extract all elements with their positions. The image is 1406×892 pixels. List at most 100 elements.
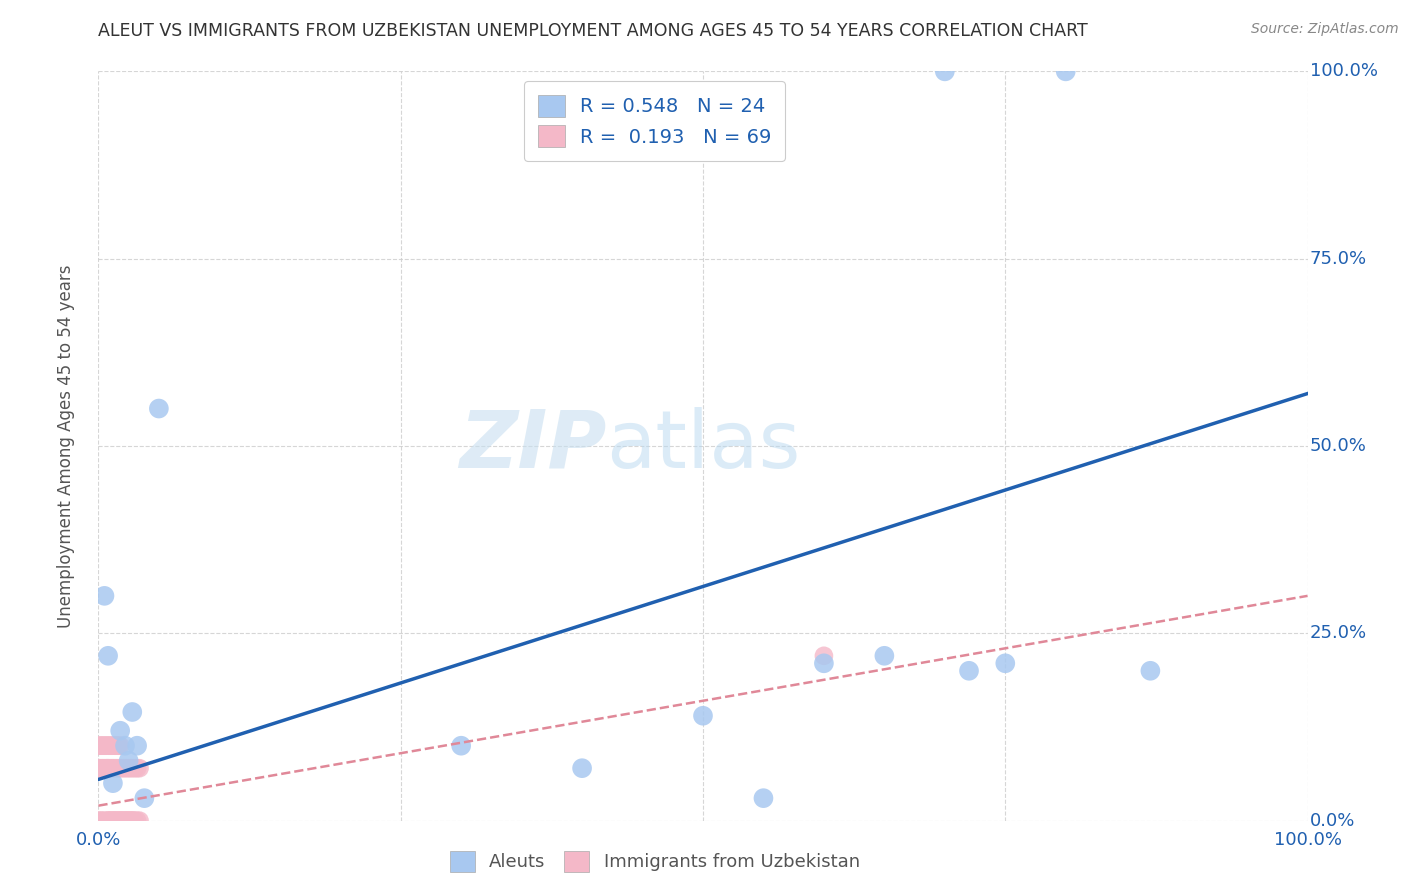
Point — [100, 739, 122, 753]
Point — [97, 761, 120, 775]
Text: 50.0%: 50.0% — [1310, 437, 1367, 455]
Point — [117, 814, 139, 828]
Point — [128, 814, 150, 828]
Point — [91, 814, 114, 828]
Point — [98, 814, 121, 828]
Point — [96, 739, 118, 753]
Point — [101, 739, 124, 753]
Point — [100, 814, 122, 828]
Point — [96, 814, 118, 828]
Point — [127, 739, 149, 753]
Point — [91, 739, 114, 753]
Point — [122, 814, 145, 828]
Point — [118, 814, 141, 828]
Point — [93, 589, 115, 603]
Text: 75.0%: 75.0% — [1310, 250, 1367, 268]
Point — [692, 708, 714, 723]
Point — [104, 761, 127, 775]
Point — [571, 761, 593, 775]
Point — [97, 739, 120, 753]
Point — [148, 401, 170, 416]
Point — [98, 739, 121, 753]
Point — [108, 814, 131, 828]
Text: Source: ZipAtlas.com: Source: ZipAtlas.com — [1251, 22, 1399, 37]
Point — [114, 739, 136, 753]
Point — [90, 814, 112, 828]
Point — [934, 64, 956, 78]
Point — [121, 761, 143, 775]
Point — [117, 761, 139, 775]
Point — [994, 657, 1017, 671]
Text: 25.0%: 25.0% — [1310, 624, 1367, 642]
Point — [91, 761, 114, 775]
Point — [127, 814, 149, 828]
Point — [1054, 64, 1077, 78]
Point — [873, 648, 896, 663]
Point — [110, 814, 132, 828]
Point — [107, 814, 129, 828]
Text: ZIP: ZIP — [458, 407, 606, 485]
Point — [450, 739, 472, 753]
Point — [107, 739, 129, 753]
Point — [134, 791, 156, 805]
Point — [813, 657, 835, 671]
Point — [100, 814, 122, 828]
Point — [752, 791, 775, 805]
Point — [101, 776, 124, 790]
Point — [957, 664, 980, 678]
Point — [101, 814, 124, 828]
Point — [121, 705, 143, 719]
Point — [108, 723, 131, 738]
Point — [813, 648, 835, 663]
Legend: Aleuts, Immigrants from Uzbekistan: Aleuts, Immigrants from Uzbekistan — [443, 844, 868, 879]
Point — [108, 761, 131, 775]
Point — [120, 814, 142, 828]
Point — [127, 761, 149, 775]
Point — [105, 739, 128, 753]
Point — [105, 814, 128, 828]
Point — [124, 761, 146, 775]
Point — [87, 739, 110, 753]
Point — [90, 739, 112, 753]
Point — [89, 739, 111, 753]
Point — [111, 761, 134, 775]
Point — [115, 814, 138, 828]
Text: 0.0%: 0.0% — [1310, 812, 1355, 830]
Point — [112, 814, 135, 828]
Point — [103, 814, 125, 828]
Point — [103, 739, 125, 753]
Point — [87, 761, 110, 775]
Point — [108, 814, 131, 828]
Point — [87, 814, 110, 828]
Point — [93, 739, 115, 753]
Point — [108, 739, 131, 753]
Point — [93, 761, 115, 775]
Point — [104, 814, 127, 828]
Point — [94, 739, 117, 753]
Point — [111, 814, 134, 828]
Point — [93, 814, 115, 828]
Point — [114, 814, 136, 828]
Text: 100.0%: 100.0% — [1310, 62, 1378, 80]
Point — [114, 761, 136, 775]
Point — [118, 814, 141, 828]
Point — [89, 761, 111, 775]
Point — [118, 754, 141, 768]
Y-axis label: Unemployment Among Ages 45 to 54 years: Unemployment Among Ages 45 to 54 years — [56, 264, 75, 628]
Point — [108, 739, 131, 753]
Point — [128, 761, 150, 775]
Point — [100, 761, 122, 775]
Text: ALEUT VS IMMIGRANTS FROM UZBEKISTAN UNEMPLOYMENT AMONG AGES 45 TO 54 YEARS CORRE: ALEUT VS IMMIGRANTS FROM UZBEKISTAN UNEM… — [98, 22, 1088, 40]
Point — [107, 761, 129, 775]
Point — [1139, 664, 1161, 678]
Point — [96, 761, 118, 775]
Point — [101, 761, 124, 775]
Point — [104, 739, 127, 753]
Point — [97, 648, 120, 663]
Point — [121, 814, 143, 828]
Point — [91, 739, 114, 753]
Point — [97, 814, 120, 828]
Point — [100, 739, 122, 753]
Point — [118, 761, 141, 775]
Point — [124, 814, 146, 828]
